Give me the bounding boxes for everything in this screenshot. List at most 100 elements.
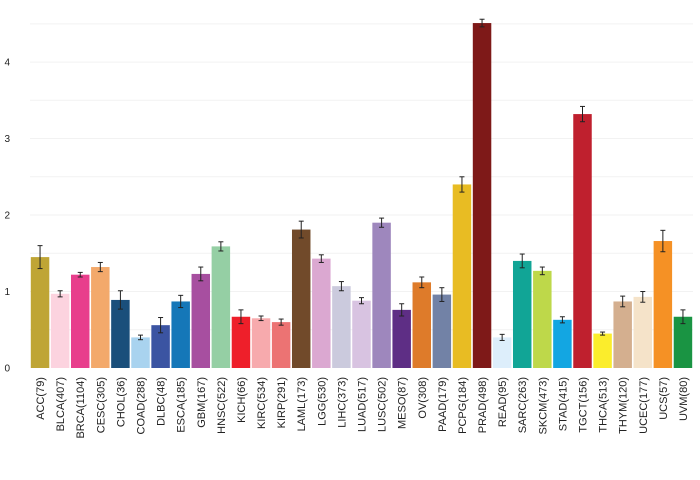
x-tick-label: THYM(120) [618, 377, 630, 434]
y-tick-label: 1 [4, 287, 10, 298]
error-bar [459, 176, 465, 193]
x-tick-label: UCS(57) [658, 377, 670, 420]
bar [392, 309, 411, 368]
bar [573, 114, 592, 368]
error-bar [559, 316, 565, 324]
bar [492, 337, 512, 368]
error-bar [479, 18, 485, 28]
bar [653, 241, 673, 368]
bar [512, 260, 532, 368]
bar [673, 316, 693, 368]
bar [291, 229, 311, 368]
error-bar [359, 297, 364, 305]
x-tick-label: UCEC(177) [638, 377, 650, 434]
x-tick-label: MESO(87) [397, 377, 409, 429]
bar [553, 319, 572, 368]
x-tick-label: ACC(79) [35, 377, 47, 420]
x-tick-label: BRCA(1104) [75, 377, 87, 439]
error-bars [37, 18, 686, 341]
error-bar [439, 287, 445, 302]
error-bar [640, 291, 646, 303]
x-tick-label: KIRC(534) [256, 377, 268, 429]
bar [171, 301, 190, 368]
x-tick-label: CESC(305) [95, 377, 107, 433]
x-tick-label: PRAD(498) [477, 377, 489, 433]
error-bar [238, 309, 244, 325]
error-bar [158, 317, 164, 334]
bar [613, 301, 632, 368]
bar [533, 270, 552, 368]
y-tick-label: 2 [4, 211, 10, 222]
error-bar [178, 294, 184, 309]
error-bar [198, 266, 204, 282]
x-tick-label: BLCA(407) [55, 377, 67, 431]
bar [151, 325, 170, 368]
error-bar [37, 245, 43, 270]
error-bar [318, 254, 324, 263]
bar [312, 258, 331, 368]
error-bar [620, 295, 626, 308]
error-bar [600, 331, 606, 336]
y-tick-label: 4 [4, 58, 10, 69]
error-bar [580, 105, 585, 123]
error-bar [680, 309, 686, 325]
x-tick-label: GBM(167) [196, 377, 208, 428]
error-bar [499, 333, 505, 341]
bar [412, 282, 432, 368]
bar [111, 299, 130, 368]
bar [191, 273, 211, 368]
error-bar [117, 290, 123, 310]
bar [372, 222, 391, 368]
error-bar [138, 334, 143, 341]
bar [452, 184, 472, 368]
x-tick-label: LAML(173) [296, 377, 308, 431]
x-tick-label: SKCM(473) [537, 377, 549, 434]
x-tick-label: ESCA(185) [176, 377, 188, 433]
bar [91, 267, 110, 368]
x-tick-label: OV(308) [417, 377, 429, 419]
x-tick-label: DLBC(48) [156, 377, 168, 426]
x-tick-label: KIRP(291) [276, 377, 288, 428]
x-tick-label: PCPG(184) [457, 377, 469, 434]
bar [251, 318, 271, 368]
bar [352, 300, 371, 368]
x-tick-label: HNSC(522) [216, 377, 228, 434]
bar [231, 316, 251, 368]
x-tick-label: TGCT(156) [578, 377, 590, 433]
error-bar [519, 253, 525, 269]
error-bar [399, 303, 405, 317]
gridlines [30, 23, 693, 331]
x-tick-label: LIHC(373) [336, 377, 348, 428]
x-tick-label: COAD(288) [136, 377, 148, 434]
x-axis: ACC(79) BLCA(407) BRCA(1104) CESC(305) CHOL(… [35, 377, 690, 439]
x-tick-label: THCA(513) [598, 377, 610, 433]
bars [30, 23, 693, 369]
bar [30, 257, 50, 368]
bar [70, 274, 90, 368]
error-bar [379, 217, 385, 228]
error-bar [660, 229, 666, 253]
bar [271, 322, 291, 368]
error-bar [278, 318, 284, 326]
error-bar [77, 271, 83, 278]
x-tick-label: UVM(80) [678, 377, 690, 421]
bar [332, 286, 351, 368]
error-bar [57, 290, 63, 298]
bar [472, 23, 492, 369]
x-tick-label: LUSC(502) [377, 377, 389, 432]
error-bar [218, 241, 224, 252]
error-bar [97, 261, 103, 273]
y-tick-label: 0 [4, 364, 10, 375]
x-tick-label: LUAD(517) [357, 377, 369, 432]
error-bar [298, 220, 304, 239]
x-tick-label: SARC(263) [517, 377, 529, 433]
bar [211, 246, 231, 368]
x-tick-label: READ(95) [497, 377, 509, 427]
x-tick-label: PAAD(179) [437, 377, 449, 432]
bar [50, 293, 70, 368]
error-bar [419, 276, 425, 289]
error-bar [258, 315, 264, 322]
y-tick-label: 3 [4, 134, 10, 145]
x-tick-label: KICH(66) [236, 377, 248, 423]
